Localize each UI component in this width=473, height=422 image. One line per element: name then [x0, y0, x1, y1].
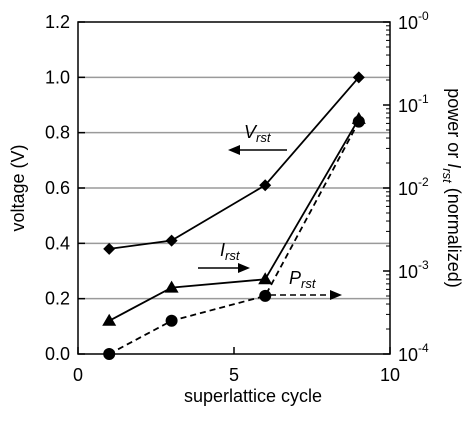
series-lines — [108, 76, 360, 355]
series-line-p-rst — [108, 121, 360, 355]
gridlines — [78, 76, 390, 300]
y2-tick-label-3: 10-1 — [398, 92, 429, 116]
point-v-rst-1 — [165, 234, 178, 247]
series-line-v-rst — [109, 76, 360, 250]
annotation-p-rst-label: Prst — [289, 268, 317, 291]
y-tick-label-1: 0.2 — [45, 289, 70, 309]
y2-tick-label-4: 10-0 — [398, 9, 429, 33]
y2-tick-label-1: 10-3 — [398, 258, 429, 282]
x-axis-ticks: 0 5 10 — [73, 347, 400, 385]
y-axis-ticks: 0.0 0.2 0.4 0.6 0.8 1.0 1.2 — [45, 12, 85, 364]
annotation-i-rst: Irst — [198, 240, 250, 273]
x-axis-label: superlattice cycle — [184, 386, 322, 406]
y-tick-label-2: 0.4 — [45, 233, 70, 253]
point-v-rst-3 — [352, 71, 365, 84]
x-tick-label-2: 10 — [380, 365, 400, 385]
x-tick-label-1: 5 — [229, 365, 239, 385]
y-tick-label-4: 0.8 — [45, 123, 70, 143]
point-i-rst-1 — [164, 280, 179, 293]
annotation-i-rst-arrowhead — [238, 263, 250, 273]
annotation-p-rst: Prst — [270, 268, 342, 300]
y-axis-label: voltage (V) — [8, 144, 28, 231]
y2-axis-label-suffix: (normalized) — [444, 183, 464, 288]
annotation-v-rst-label: Vrst — [244, 122, 272, 145]
point-p-rst-3 — [352, 115, 365, 128]
point-v-rst-2 — [259, 179, 272, 192]
y2-tick-label-2: 10-2 — [398, 175, 429, 199]
annotation-v-rst-arrowhead — [228, 145, 240, 155]
y2-axis-label: power or Irst (normalized) — [440, 88, 464, 288]
annotation-p-rst-arrowhead — [330, 290, 342, 300]
x-tick-label-0: 0 — [73, 365, 83, 385]
series-line-i-rst — [108, 118, 360, 322]
point-p-rst-2 — [259, 289, 272, 302]
y-tick-label-0: 0.0 — [45, 344, 70, 364]
y-tick-label-6: 1.2 — [45, 12, 70, 32]
point-i-rst-0 — [102, 313, 117, 326]
point-v-rst-0 — [103, 242, 116, 255]
y2-tick-label-0: 10-4 — [398, 341, 429, 365]
series-markers — [102, 71, 366, 360]
point-i-rst-2 — [258, 272, 273, 285]
y-tick-label-3: 0.6 — [45, 178, 70, 198]
y2-axis-ticks: 10-4 10-3 10-2 10-1 10-0 — [383, 9, 429, 365]
y-tick-label-5: 1.0 — [45, 67, 70, 87]
y2-axis-label-sub: rst — [440, 168, 455, 184]
y2-axis-label-prefix: power or — [444, 88, 464, 163]
y2-axis-label-var: I — [444, 163, 464, 168]
annotation-v-rst: Vrst — [228, 122, 287, 155]
annotation-i-rst-label: Irst — [220, 240, 241, 263]
point-p-rst-1 — [165, 314, 178, 327]
